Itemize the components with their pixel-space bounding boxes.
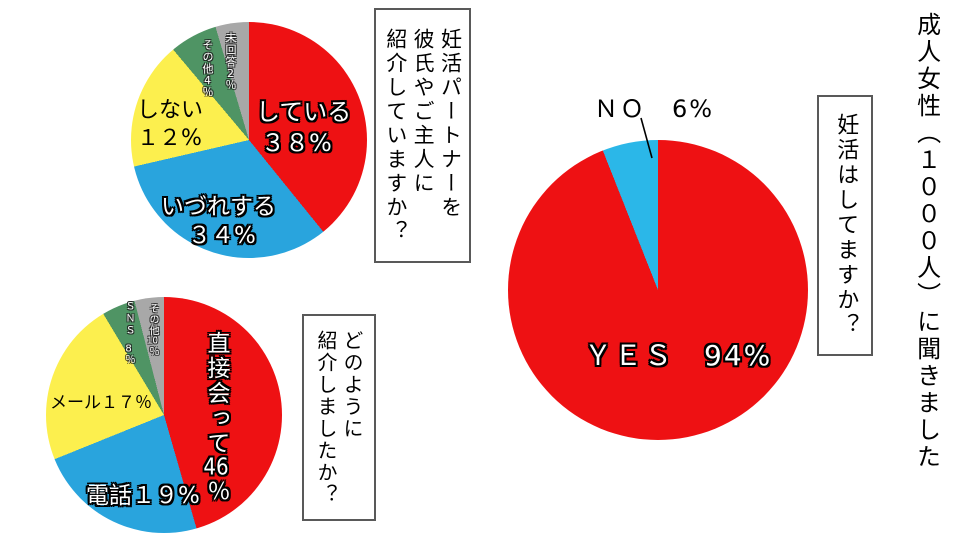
pie1-slice-label-shiteiru: している ３８% xyxy=(256,97,351,159)
pie1-slice-label-izuresuru: いづれする ３４% xyxy=(161,193,276,251)
pie1-slice-label-shinai: しない １２% xyxy=(137,97,203,153)
slice-label-text: メール１７％ xyxy=(50,393,152,413)
slice-label-text: ＮＯ 6% xyxy=(594,95,715,123)
question-text: 妊活はしてますか？ xyxy=(833,113,859,338)
slice-label-value: ３４% xyxy=(188,223,256,249)
pie2-slice-label-direct-meet: 直接会って46％ xyxy=(199,331,233,504)
question-box-partner-introduction: 妊活パートナーを 彼氏やご主人に 紹介していますか？ xyxy=(374,8,471,263)
slice-label-text: しない xyxy=(137,98,204,123)
pie2-slice-label-mail: メール１７％ xyxy=(50,388,152,413)
pie-chart-doing-ninkatsu xyxy=(508,140,808,440)
slice-label-percent: ％ xyxy=(123,354,134,366)
slice-label-text: いづれする xyxy=(161,194,276,220)
slice-label-value: 8 xyxy=(125,344,132,354)
pie2-slice-label-denwa: 電話１９% xyxy=(86,476,200,510)
no-label-leader-line xyxy=(640,117,653,159)
slice-label-percent: ％ xyxy=(147,346,158,357)
slice-label-percent: ％ xyxy=(203,479,229,504)
slice-label-value: 10 xyxy=(147,336,158,346)
page-title: 成人女性（１０００人）に聞きました xyxy=(912,12,941,471)
slice-label-value: 46 xyxy=(203,456,229,479)
slice-label-text: 未回答 xyxy=(224,32,237,68)
slice-label-value: 4 xyxy=(204,75,211,86)
pie3-slice-label-no: ＮＯ 6% xyxy=(594,89,714,124)
slice-label-value: 2 xyxy=(227,68,234,79)
pie-chart-how-introduced xyxy=(46,297,282,533)
question-box-doing-ninkatsu: 妊活はしてますか？ xyxy=(817,95,873,356)
slice-label-value: １２% xyxy=(137,126,202,151)
slice-label-text: その他 xyxy=(201,39,214,75)
slice-label-percent: ％ xyxy=(224,79,237,91)
pie-chart-partner-introduction xyxy=(131,22,367,258)
question-text: 妊活パートナーを 彼氏やご主人に 紹介していますか？ xyxy=(383,27,463,244)
slice-label-text: ＳＮＳ xyxy=(123,301,134,337)
slice-label-percent: ％ xyxy=(201,86,214,98)
slice-label-text: 電話１９% xyxy=(86,483,200,509)
pie2-slice-label-sns: ＳＮＳ 8％ xyxy=(121,301,136,366)
slice-label-text: 直接会って xyxy=(203,331,229,456)
question-box-how-introduced: どのように 紹介しましたか？ xyxy=(302,314,376,521)
pie1-slice-label-mikaito: 未回答2％ xyxy=(222,32,238,91)
pie2-slice-label-sonota: その他10％ xyxy=(145,303,160,357)
slice-label-text: している xyxy=(256,98,352,126)
slice-label-text: その他 xyxy=(147,303,158,336)
slice-label-value: ３８% xyxy=(261,129,332,157)
pie1-slice-label-sonota: その他4％ xyxy=(199,39,215,98)
question-text: どのように 紹介しましたか？ xyxy=(314,329,364,506)
slice-label-text: ＹＥＳ 94% xyxy=(584,339,773,372)
pie3-slice-label-yes: ＹＥＳ 94% xyxy=(584,334,772,374)
